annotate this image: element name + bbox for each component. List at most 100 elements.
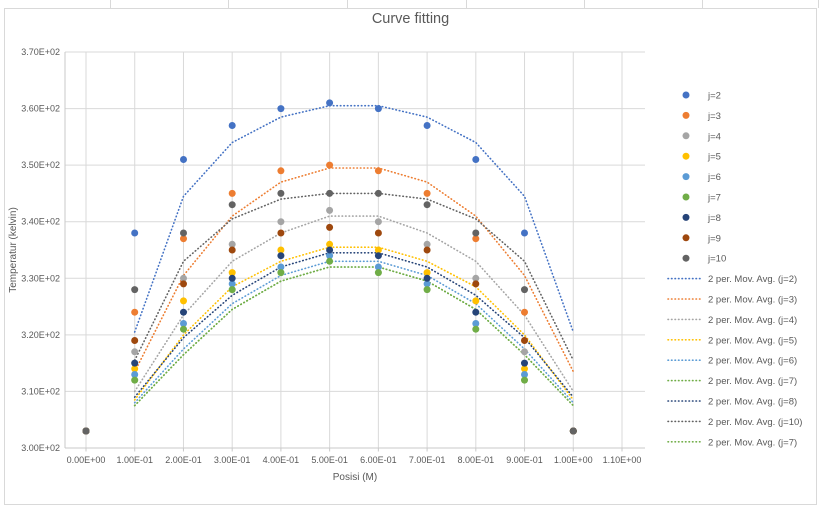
data-point-j10[interactable] [180, 229, 187, 237]
data-point-j6[interactable] [521, 371, 528, 378]
data-point-j7[interactable] [131, 376, 139, 384]
data-point-j5[interactable] [423, 269, 431, 277]
trendline-j8[interactable] [133, 252, 575, 398]
chart-title[interactable]: Curve fitting [371, 11, 450, 27]
data-point-j10[interactable] [326, 189, 334, 197]
data-point-j4[interactable] [228, 240, 236, 248]
data-point-j8[interactable] [326, 246, 334, 254]
data-point-j3[interactable] [131, 308, 139, 316]
legend-item-j10[interactable]: j=10 [682, 254, 727, 265]
data-point-j8[interactable] [228, 274, 236, 282]
x-axis-title[interactable]: Posisi (M) [332, 472, 378, 483]
data-point-j8[interactable] [521, 359, 528, 367]
data-point-j2[interactable] [131, 229, 139, 237]
trendline-j2[interactable] [133, 104, 575, 333]
data-point-j9[interactable] [374, 229, 382, 237]
legend-item-j8[interactable]: j=8 [682, 213, 721, 224]
legend-item-j7[interactable]: j=7 [682, 193, 721, 204]
data-point-j2[interactable] [521, 229, 528, 237]
data-point-j3[interactable] [423, 189, 431, 197]
data-point-j2[interactable] [472, 156, 480, 163]
legend-item-movavg-j7[interactable]: 2 per. Mov. Avg. (j=7) [667, 437, 797, 448]
data-point-j9[interactable] [131, 337, 139, 344]
data-point-j4[interactable] [423, 240, 431, 248]
data-point-j5[interactable] [374, 246, 382, 254]
legend-item-j4[interactable]: j=4 [682, 131, 721, 142]
data-point-j3[interactable] [277, 167, 285, 175]
legend-item-movavg-j3[interactable]: 2 per. Mov. Avg. (j=3) [667, 295, 797, 306]
data-point-j8[interactable] [423, 274, 431, 282]
data-point-j3[interactable] [228, 189, 236, 197]
legend-item-j5[interactable]: j=5 [682, 152, 721, 163]
data-point-j9[interactable] [423, 246, 431, 254]
data-point-j10[interactable] [82, 427, 90, 435]
data-point-j6[interactable] [472, 320, 480, 327]
data-point-j3[interactable] [180, 235, 187, 243]
data-point-j9[interactable] [180, 280, 187, 288]
legend-item-movavg-j4[interactable]: 2 per. Mov. Avg. (j=4) [667, 315, 797, 326]
data-point-j6[interactable] [228, 280, 236, 288]
data-point-j4[interactable] [472, 274, 480, 282]
data-point-j9[interactable] [326, 223, 334, 231]
data-point-j5[interactable] [131, 365, 139, 373]
legend-item-movavg-j2[interactable]: 2 per. Mov. Avg. (j=2) [667, 274, 797, 285]
data-point-j2[interactable] [326, 99, 334, 107]
legend-item-movavg-j8[interactable]: 2 per. Mov. Avg. (j=8) [667, 397, 797, 408]
data-point-j10[interactable] [423, 201, 431, 209]
data-point-j4[interactable] [131, 348, 139, 356]
data-point-j9[interactable] [228, 246, 236, 254]
data-point-j7[interactable] [423, 286, 431, 294]
data-point-j5[interactable] [521, 365, 528, 373]
legend-item-movavg-j7[interactable]: 2 per. Mov. Avg. (j=7) [667, 376, 797, 387]
data-point-j2[interactable] [277, 105, 285, 113]
data-point-j6[interactable] [326, 252, 334, 260]
data-point-j9[interactable] [472, 280, 480, 288]
trendline-j3[interactable] [133, 167, 575, 373]
data-point-j7[interactable] [374, 269, 382, 277]
data-point-j5[interactable] [180, 297, 187, 305]
data-point-j10[interactable] [521, 286, 528, 294]
data-point-j8[interactable] [277, 252, 285, 260]
data-point-j8[interactable] [374, 252, 382, 260]
data-point-j5[interactable] [277, 246, 285, 254]
legend-item-j9[interactable]: j=9 [682, 233, 721, 244]
data-point-j6[interactable] [277, 263, 285, 271]
legend-item-j6[interactable]: j=6 [682, 172, 721, 183]
data-point-j10[interactable] [228, 201, 236, 209]
data-point-j9[interactable] [521, 337, 528, 344]
data-point-j7[interactable] [521, 376, 528, 384]
data-point-j6[interactable] [131, 371, 139, 378]
data-point-j10[interactable] [277, 189, 285, 197]
data-point-j7[interactable] [472, 325, 480, 333]
data-point-j6[interactable] [374, 263, 382, 271]
data-point-j4[interactable] [374, 218, 382, 226]
y-axis-title[interactable]: Temperatur (kelvin) [8, 207, 19, 293]
data-point-j5[interactable] [228, 269, 236, 277]
data-point-j2[interactable] [374, 105, 382, 113]
legend-item-movavg-j10[interactable]: 2 per. Mov. Avg. (j=10) [667, 417, 802, 428]
legend-item-j2[interactable]: j=2 [682, 91, 721, 102]
data-point-j6[interactable] [180, 320, 187, 327]
trendline-j6[interactable] [133, 260, 575, 404]
legend-item-movavg-j5[interactable]: 2 per. Mov. Avg. (j=5) [667, 335, 797, 346]
data-point-j7[interactable] [326, 257, 334, 265]
trendline-j7[interactable] [133, 266, 575, 407]
data-point-j10[interactable] [472, 229, 480, 237]
data-point-j2[interactable] [423, 122, 431, 129]
data-point-j10[interactable] [569, 427, 577, 435]
trendline-j10[interactable] [133, 192, 575, 362]
trendline-j7[interactable] [133, 266, 575, 407]
data-point-j8[interactable] [472, 308, 480, 316]
data-point-j7[interactable] [277, 269, 285, 277]
data-point-j4[interactable] [521, 348, 528, 356]
data-point-j7[interactable] [228, 286, 236, 294]
data-point-j8[interactable] [180, 308, 187, 316]
data-point-j2[interactable] [228, 122, 236, 129]
data-point-j4[interactable] [277, 218, 285, 226]
data-point-j5[interactable] [472, 297, 480, 305]
data-point-j2[interactable] [180, 156, 187, 163]
data-point-j6[interactable] [423, 280, 431, 288]
data-point-j10[interactable] [374, 189, 382, 197]
trendline-j5[interactable] [133, 246, 575, 401]
data-point-j10[interactable] [131, 286, 139, 294]
